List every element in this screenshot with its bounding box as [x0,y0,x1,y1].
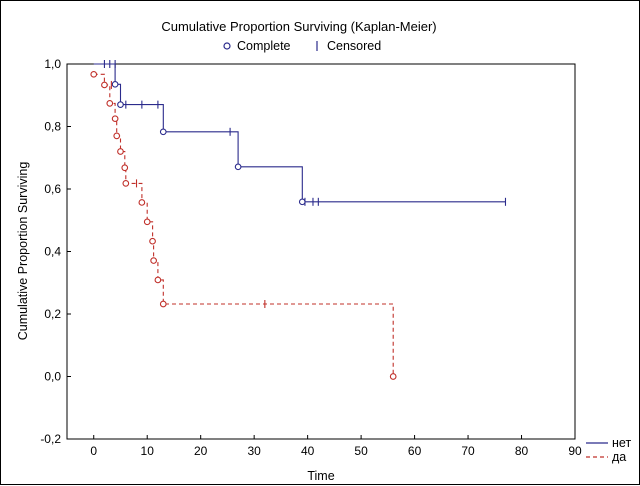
x-axis-label: Time [307,469,334,483]
chart-title: Cumulative Proportion Surviving (Kaplan-… [161,19,436,34]
x-tick-label: 90 [568,444,582,458]
legend-series-2-label: да [612,450,626,464]
complete-event-point [159,128,167,136]
series-layer [90,60,507,380]
complete-event-point [90,70,98,78]
legend-censored-label: Censored [327,39,381,53]
complete-event-point [159,300,167,308]
plot-area [66,63,576,440]
series-1 [93,60,507,206]
x-tick-label: 60 [408,444,422,458]
complete-event-point [106,100,114,107]
complete-event-point [150,257,157,264]
y-tick-label: -0,2 [40,432,61,446]
top-legend: Complete Censored [223,39,381,53]
x-tick-label: 10 [141,444,155,458]
y-tick-label: 1,0 [44,57,61,71]
x-tick-label: 70 [461,444,475,458]
x-tick-label: 80 [515,444,529,458]
x-axis: 0 10 20 30 40 50 60 70 80 90 [90,435,582,458]
complete-event-point [111,115,119,123]
complete-event-point [298,198,306,206]
complete-event-point [101,81,108,89]
legend-complete-label: Complete [237,39,291,53]
legend-series-1-label: нет [612,436,631,450]
x-tick-label: 50 [354,444,368,458]
x-tick-label: 0 [90,444,97,458]
complete-event-point [234,163,242,171]
complete-event-point [117,148,124,155]
complete-event-point [154,276,162,284]
y-tick-label: 0,2 [44,307,61,321]
series-2-line [93,73,394,377]
complete-event-point [113,132,121,140]
complete-event-point [122,180,130,187]
series-1-line [93,63,506,203]
y-tick-label: 0,6 [44,182,61,196]
complete-event-point [117,101,124,108]
bottom-legend: нет да [586,436,631,464]
complete-event-point [138,199,146,206]
complete-event-point [121,164,129,172]
y-tick-label: 0,4 [44,245,61,259]
x-tick-label: 30 [247,444,261,458]
complete-event-point [389,373,397,380]
x-tick-label: 40 [301,444,315,458]
x-tick-label: 20 [194,444,208,458]
y-tick-label: 0,8 [44,120,61,134]
complete-event-point [111,80,119,88]
y-tick-label: 0,0 [44,370,61,384]
y-axis-label: Cumulative Proportion Surviving [16,162,30,341]
complete-event-point [149,237,156,245]
complete-marker-icon [223,42,231,50]
series-2 [90,70,397,380]
complete-event-point [143,218,151,226]
y-axis: -0,2 0,0 0,2 0,4 0,6 0,8 1,0 [40,57,71,446]
